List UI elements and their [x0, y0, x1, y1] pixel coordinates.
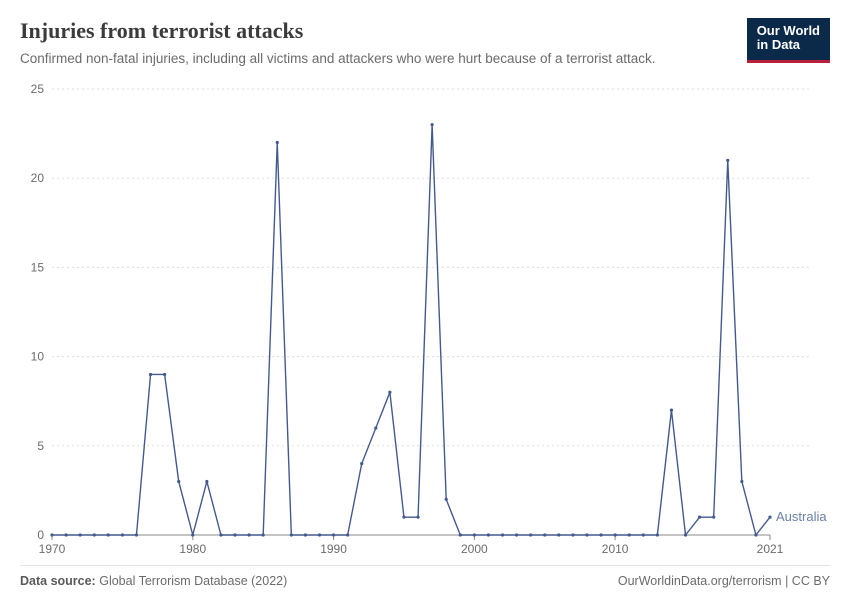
data-point	[740, 479, 743, 482]
data-point	[79, 533, 82, 536]
data-point	[628, 533, 631, 536]
data-point	[388, 390, 391, 393]
data-point	[163, 372, 166, 375]
chart-area: 0 5 10 15 20 25 1970 1980 1990 2000 2010 2021 Austra…	[20, 83, 830, 559]
data-point	[698, 515, 701, 518]
data-point	[107, 533, 110, 536]
source-value: Global Terrorism Database (2022)	[99, 574, 287, 588]
series-line	[52, 124, 770, 534]
x-tick-label: 2021	[757, 542, 784, 556]
data-point	[177, 479, 180, 482]
data-point	[360, 462, 363, 465]
data-point	[304, 533, 307, 536]
page-subtitle: Confirmed non-fatal injuries, including …	[20, 50, 735, 68]
credit-block: OurWorldinData.org/terrorism | CC BY	[618, 574, 830, 588]
data-point	[684, 533, 687, 536]
data-point	[233, 533, 236, 536]
data-point	[571, 533, 574, 536]
data-point	[712, 515, 715, 518]
data-point	[459, 533, 462, 536]
data-point	[768, 515, 771, 518]
y-tick-label: 0	[37, 528, 44, 542]
data-point	[487, 533, 490, 536]
data-point	[670, 408, 673, 411]
data-point	[754, 533, 757, 536]
data-point	[431, 123, 434, 126]
data-point	[543, 533, 546, 536]
logo-line1: Our World	[757, 23, 820, 38]
page-title: Injuries from terrorist attacks	[20, 18, 735, 44]
data-point	[135, 533, 138, 536]
data-point	[614, 533, 617, 536]
data-point	[515, 533, 518, 536]
data-point	[599, 533, 602, 536]
y-tick-label: 15	[31, 260, 45, 274]
source-label: Data source:	[20, 574, 96, 588]
data-point	[219, 533, 222, 536]
data-point	[656, 533, 659, 536]
data-point	[642, 533, 645, 536]
data-point	[191, 533, 194, 536]
data-point	[149, 372, 152, 375]
data-point	[50, 533, 53, 536]
source-block: Data source: Global Terrorism Database (…	[20, 574, 287, 588]
title-block: Injuries from terrorist attacks Confirme…	[20, 18, 735, 69]
data-point	[276, 141, 279, 144]
credit-link[interactable]: OurWorldinData.org/terrorism	[618, 574, 782, 588]
x-tick-label: 2000	[461, 542, 488, 556]
page-root: Injuries from terrorist attacks Confirme…	[0, 0, 850, 600]
divider: |	[785, 574, 792, 588]
x-tick-label: 1990	[320, 542, 347, 556]
data-point	[416, 515, 419, 518]
data-point	[205, 479, 208, 482]
data-point	[93, 533, 96, 536]
data-point	[374, 426, 377, 429]
logo-line2: in Data	[757, 37, 800, 52]
y-tick-label: 20	[31, 171, 45, 185]
data-point	[402, 515, 405, 518]
data-point	[473, 533, 476, 536]
data-point	[529, 533, 532, 536]
data-point	[248, 533, 251, 536]
owid-logo: Our World in Data	[747, 18, 830, 63]
data-point	[501, 533, 504, 536]
footer: Data source: Global Terrorism Database (…	[20, 565, 830, 588]
series-label: Australia	[776, 509, 827, 524]
data-point	[346, 533, 349, 536]
x-tick-label: 1980	[179, 542, 206, 556]
data-point	[290, 533, 293, 536]
data-point	[318, 533, 321, 536]
data-point	[445, 497, 448, 500]
y-tick-label: 10	[31, 349, 45, 363]
data-point	[121, 533, 124, 536]
y-tick-label: 5	[37, 438, 44, 452]
data-point	[64, 533, 67, 536]
x-tick-label: 1970	[39, 542, 66, 556]
license: CC BY	[792, 574, 830, 588]
data-point	[262, 533, 265, 536]
y-tick-label: 25	[31, 83, 45, 96]
data-point	[585, 533, 588, 536]
data-point	[726, 158, 729, 161]
x-tick-label: 2010	[602, 542, 629, 556]
data-point	[557, 533, 560, 536]
line-chart-svg: 0 5 10 15 20 25 1970 1980 1990 2000 2010 2021 Austra…	[20, 83, 830, 559]
header: Injuries from terrorist attacks Confirme…	[20, 18, 830, 69]
data-point	[332, 533, 335, 536]
